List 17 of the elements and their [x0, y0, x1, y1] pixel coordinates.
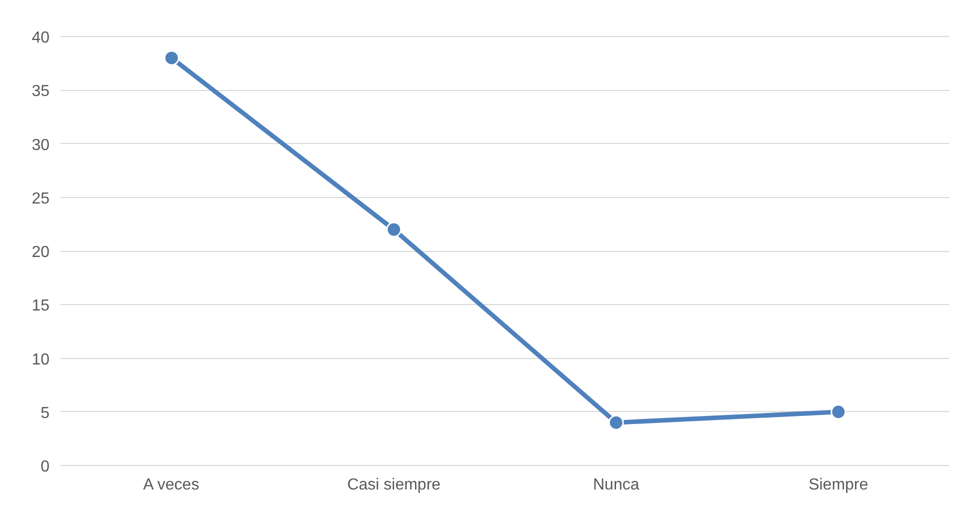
x-tick-label: Nunca: [593, 476, 640, 494]
y-tick-label: 10: [32, 351, 50, 368]
y-tick-label: 40: [32, 30, 50, 46]
y-tick-label: 15: [32, 298, 50, 315]
x-tick-label: A veces: [143, 476, 200, 494]
point: [164, 50, 180, 66]
y-tick-label: 30: [32, 136, 50, 154]
y-tick-label: 20: [32, 244, 50, 261]
point: [608, 414, 624, 430]
point: [386, 222, 402, 238]
y-tick-label: 25: [32, 190, 50, 208]
y-tick-label: 0: [40, 458, 50, 476]
y-tick-label: 35: [32, 83, 50, 100]
x-tick-label: Casi siempre: [347, 476, 441, 494]
y-tick-label: 5: [40, 404, 50, 422]
x-tick-label: Siempre: [808, 476, 868, 494]
point: [830, 404, 846, 420]
